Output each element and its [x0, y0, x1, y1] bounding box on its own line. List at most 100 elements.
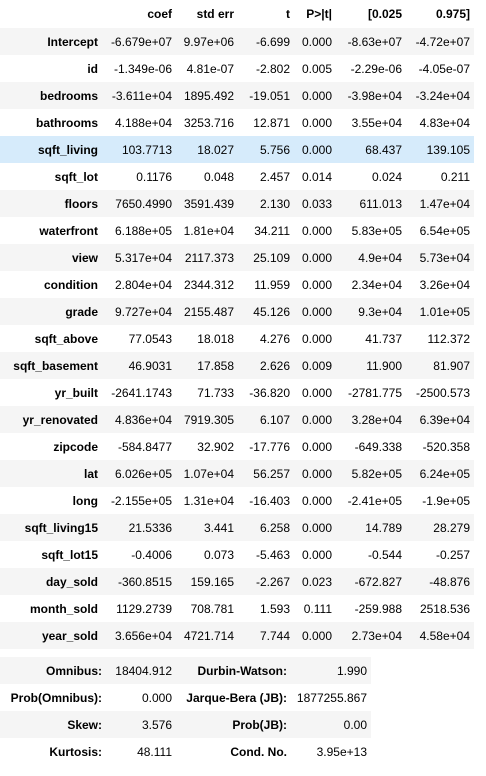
diagnostics-table: Omnibus: 18404.912 Durbin-Watson: 1.990 Prob… [0, 657, 371, 765]
row-label: grade [65, 304, 98, 319]
table-cell: 3.55e+04 [351, 115, 402, 130]
row-label: sqft_basement [13, 358, 98, 373]
table-cell: 0.000 [301, 466, 332, 481]
table-cell: 1.81e+04 [183, 223, 234, 238]
table-cell: -2781.775 [347, 385, 402, 400]
row-label: floors [64, 196, 98, 211]
table-cell: 2117.373 [184, 250, 234, 265]
table-cell: 34.211 [254, 223, 290, 238]
table-cell: 0.024 [371, 169, 402, 184]
table-cell: 12.871 [253, 115, 290, 130]
table-cell: -1.9e+05 [422, 493, 470, 508]
table-cell: -672.827 [354, 574, 402, 589]
diagnostic-value: 3.95e+13 [316, 744, 367, 759]
table-cell: 0.009 [301, 358, 332, 373]
table-cell: 5.73e+04 [419, 250, 470, 265]
diagnostic-value: 1.990 [336, 663, 367, 678]
diagnostics-row: Omnibus: 18404.912 Durbin-Watson: 1.990 [0, 657, 371, 684]
coefficient-table: coef std err t P>|t| [0.025 0.975] Intercept -… [0, 7, 474, 649]
table-cell: 2155.487 [183, 304, 234, 319]
table-row: waterfront 6.188e+05 1.81e+04 34.211 0.000 5.… [0, 217, 474, 244]
table-cell: 0.000 [301, 439, 332, 454]
table-cell: -16.403 [249, 493, 290, 508]
table-cell: -4.72e+07 [415, 34, 470, 49]
table-cell: 4.276 [259, 331, 290, 346]
table-cell: 32.902 [197, 439, 234, 454]
table-cell: 112.372 [427, 331, 471, 346]
column-header: coef [147, 7, 172, 21]
table-cell: 0.000 [301, 250, 332, 265]
table-cell: 45.126 [253, 304, 290, 319]
table-row: sqft_living 103.7713 18.027 5.756 0.000 68.43… [0, 136, 474, 163]
row-label: bathrooms [35, 115, 98, 130]
diagnostics-row: Kurtosis: 48.111 Cond. No. 3.95e+13 [0, 738, 371, 765]
table-cell: 4.188e+04 [114, 115, 172, 130]
table-cell: 1.07e+04 [183, 466, 234, 481]
coefficient-table-body: Intercept -6.679e+07 9.97e+06 -6.699 0.000 -8… [0, 28, 474, 649]
table-cell: 11.900 [366, 358, 402, 373]
table-cell: 4721.714 [183, 628, 234, 643]
table-cell: 0.073 [203, 547, 234, 562]
table-cell: -3.24e+04 [415, 88, 470, 103]
table-cell: 4.836e+04 [114, 412, 172, 427]
diagnostics-row: Skew: 3.576 Prob(JB): 0.00 [0, 711, 371, 738]
diagnostics-table-body: Omnibus: 18404.912 Durbin-Watson: 1.990 Prob… [0, 657, 371, 765]
row-label: day_sold [45, 574, 98, 589]
table-cell: 5.83e+05 [351, 223, 402, 238]
table-cell: 2.804e+04 [114, 277, 172, 292]
table-cell: 611.013 [359, 196, 403, 211]
table-cell: 21.5336 [128, 520, 172, 535]
table-cell: 9.727e+04 [114, 304, 172, 319]
table-cell: 7650.4990 [115, 196, 172, 211]
table-cell: 0.000 [301, 493, 332, 508]
table-cell: 0.000 [301, 277, 332, 292]
table-cell: 4.9e+04 [358, 250, 402, 265]
table-cell: -1.349e-06 [113, 61, 172, 76]
table-cell: -2500.573 [415, 385, 470, 400]
table-cell: 0.023 [301, 574, 332, 589]
table-cell: 9.3e+04 [358, 304, 402, 319]
table-cell: -17.776 [249, 439, 290, 454]
table-cell: -2641.1743 [111, 385, 172, 400]
table-cell: 5.82e+05 [351, 466, 402, 481]
column-header: [0.025 [367, 7, 402, 21]
table-cell: -2.267 [255, 574, 290, 589]
table-row: yr_built -2641.1743 71.733 -36.820 0.000 -278… [0, 379, 474, 406]
row-label: lat [83, 466, 98, 481]
table-cell: 0.000 [301, 304, 332, 319]
table-cell: -649.338 [354, 439, 402, 454]
table-cell: 5.756 [259, 142, 290, 157]
table-cell: 3.441 [203, 520, 234, 535]
table-cell: 0.000 [301, 628, 332, 643]
table-cell: -0.4006 [131, 547, 172, 562]
table-cell: 6.24e+05 [419, 466, 470, 481]
table-cell: 0.000 [301, 34, 332, 49]
table-cell: 2.457 [259, 169, 290, 184]
table-row: sqft_lot15 -0.4006 0.073 -5.463 0.000 -0.544 -… [0, 541, 474, 568]
diagnostic-value: 18404.912 [115, 663, 172, 678]
table-cell: -520.358 [422, 439, 470, 454]
table-row: grade 9.727e+04 2155.487 45.126 0.000 9.3e+04… [0, 298, 474, 325]
column-header: P>|t| [306, 7, 332, 21]
table-cell: 1129.2739 [116, 601, 172, 616]
table-row: lat 6.026e+05 1.07e+04 56.257 0.000 5.82e+05 6… [0, 460, 474, 487]
row-label: yr_built [54, 385, 98, 400]
table-row: id -1.349e-06 4.81e-07 -2.802 0.005 -2.29e-06… [0, 55, 474, 82]
table-cell: 0.211 [440, 169, 470, 184]
table-cell: 1.593 [259, 601, 290, 616]
table-cell: 0.033 [301, 196, 332, 211]
row-label: yr_renovated [22, 412, 98, 427]
row-label: sqft_above [34, 331, 98, 346]
table-cell: 159.165 [190, 574, 234, 589]
table-cell: 4.83e+04 [419, 115, 470, 130]
table-cell: 68.437 [365, 142, 402, 157]
table-cell: 3591.439 [183, 196, 234, 211]
table-cell: 0.000 [301, 331, 332, 346]
table-row: year_sold 3.656e+04 4721.714 7.744 0.000 2.73… [0, 622, 474, 649]
table-cell: 2.34e+04 [351, 277, 402, 292]
table-cell: 2344.312 [183, 277, 234, 292]
row-label: view [71, 250, 98, 265]
table-cell: -2.29e-06 [350, 61, 402, 76]
table-cell: -4.05e-07 [418, 61, 470, 76]
diagnostic-label: Durbin-Watson: [197, 663, 287, 678]
